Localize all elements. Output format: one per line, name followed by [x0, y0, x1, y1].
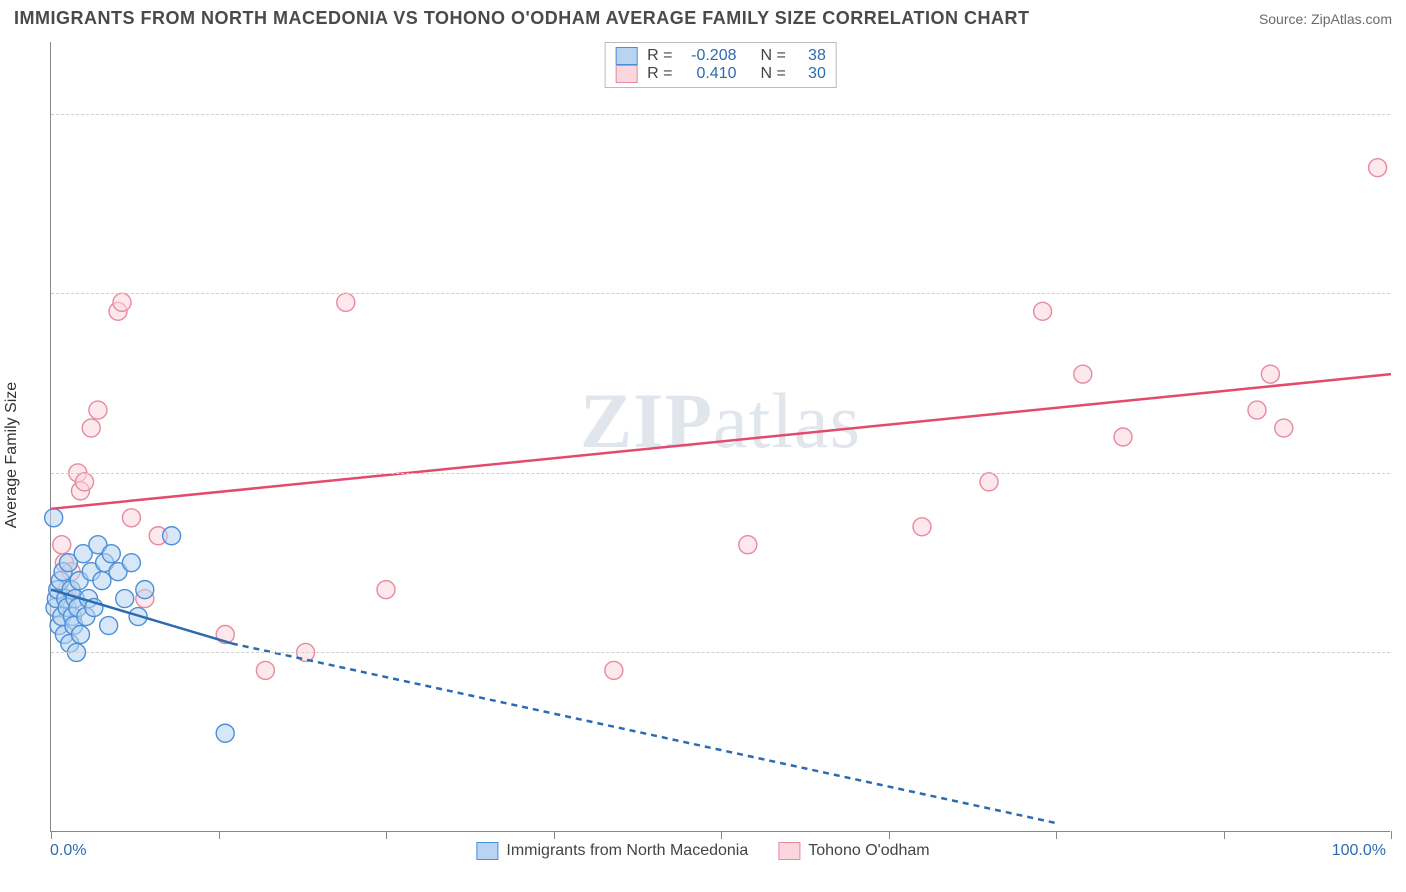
legend-series-label: Tohono O'odham — [808, 842, 929, 860]
data-point — [1261, 365, 1279, 383]
data-point — [739, 536, 757, 554]
data-point — [1369, 159, 1387, 177]
data-point — [82, 419, 100, 437]
legend-swatch — [615, 47, 637, 65]
data-point — [980, 473, 998, 491]
data-point — [1074, 365, 1092, 383]
n-label: N = — [761, 47, 786, 65]
x-axis-max-label: 100.0% — [1332, 842, 1386, 860]
legend-correlation-row: R = 0.410 N = 30 — [615, 65, 826, 83]
legend-correlation-box: R = -0.208 N = 38 R = 0.410 N = 30 — [604, 42, 837, 88]
data-point — [1275, 419, 1293, 437]
data-point — [1034, 302, 1052, 320]
gridline — [51, 652, 1390, 653]
scatter-svg — [51, 42, 1390, 831]
data-point — [116, 590, 134, 608]
data-point — [256, 661, 274, 679]
data-point — [122, 554, 140, 572]
n-label: N = — [761, 65, 786, 83]
gridline — [51, 114, 1390, 115]
n-value: 38 — [796, 47, 826, 65]
legend-swatch — [778, 842, 800, 860]
legend-swatch — [476, 842, 498, 860]
data-point — [913, 518, 931, 536]
chart-plot-area: ZIPatlas R =-0.208N =38R =0.410N =30 3.0… — [50, 42, 1390, 832]
data-point — [100, 617, 118, 635]
legend-series-item: Immigrants from North Macedonia — [476, 842, 748, 860]
data-point — [163, 527, 181, 545]
data-point — [122, 509, 140, 527]
x-tick — [1056, 831, 1057, 839]
chart-title: IMMIGRANTS FROM NORTH MACEDONIA VS TOHON… — [14, 8, 1029, 29]
legend-swatch — [615, 65, 637, 83]
legend-correlation-row: R = -0.208 N = 38 — [615, 47, 826, 65]
x-tick — [889, 831, 890, 839]
x-tick — [386, 831, 387, 839]
data-point — [605, 661, 623, 679]
trend-line — [232, 643, 1056, 823]
x-tick — [721, 831, 722, 839]
source-link[interactable]: ZipAtlas.com — [1311, 11, 1392, 27]
data-point — [93, 572, 111, 590]
data-point — [113, 293, 131, 311]
legend-series-label: Immigrants from North Macedonia — [506, 842, 748, 860]
data-point — [53, 536, 71, 554]
r-value: 0.410 — [683, 65, 737, 83]
source-prefix: Source: — [1259, 11, 1311, 27]
data-point — [216, 724, 234, 742]
gridline — [51, 473, 1390, 474]
data-point — [71, 626, 89, 644]
legend-series: Immigrants from North Macedonia Tohono O'… — [476, 842, 929, 860]
legend-series-item: Tohono O'odham — [778, 842, 929, 860]
x-tick — [554, 831, 555, 839]
data-point — [337, 293, 355, 311]
data-point — [377, 581, 395, 599]
data-point — [102, 545, 120, 563]
r-label: R = — [647, 65, 672, 83]
data-point — [45, 509, 63, 527]
gridline — [51, 293, 1390, 294]
x-tick — [1224, 831, 1225, 839]
data-point — [136, 581, 154, 599]
data-point — [76, 473, 94, 491]
source-attribution: Source: ZipAtlas.com — [1259, 11, 1392, 27]
r-value: -0.208 — [683, 47, 737, 65]
r-label: R = — [647, 47, 672, 65]
x-tick — [219, 831, 220, 839]
x-tick — [1391, 831, 1392, 839]
n-value: 30 — [796, 65, 826, 83]
data-point — [1114, 428, 1132, 446]
data-point — [1248, 401, 1266, 419]
x-tick — [51, 831, 52, 839]
y-axis-title: Average Family Size — [3, 382, 21, 528]
trend-line — [51, 374, 1391, 509]
data-point — [89, 401, 107, 419]
x-axis-min-label: 0.0% — [50, 842, 86, 860]
